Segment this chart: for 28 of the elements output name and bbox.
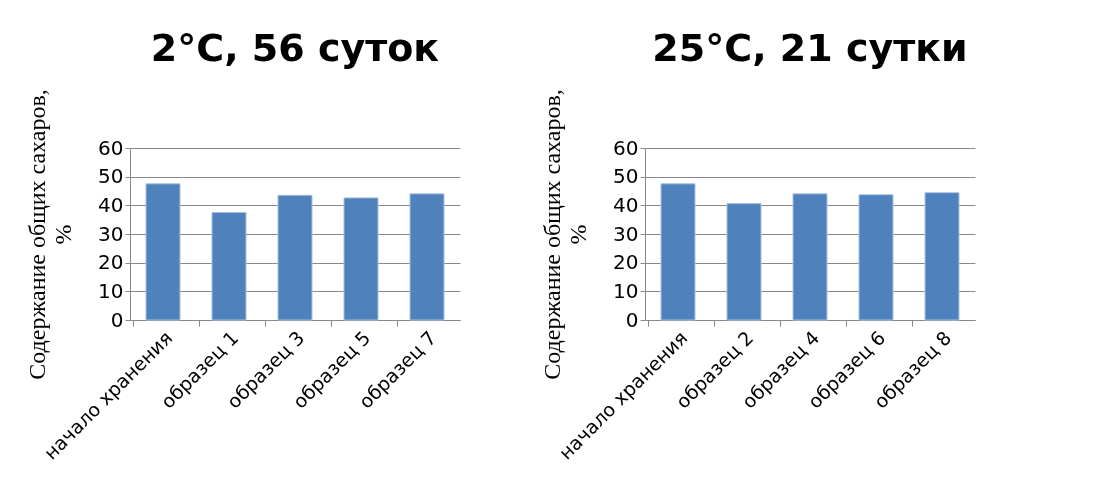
y-tick-label: 20 <box>98 250 124 275</box>
y-axis-title: Содержание общих сахаров, % <box>539 89 592 380</box>
y-tick-label: 60 <box>613 135 639 160</box>
y-tick-label: 30 <box>613 221 639 246</box>
bar <box>343 197 379 321</box>
chart-title: 2°C, 56 суток <box>150 25 440 70</box>
y-tick-label: 40 <box>98 192 124 217</box>
bar <box>726 203 762 321</box>
bar <box>277 194 313 321</box>
y-tick-label: 60 <box>98 135 124 160</box>
bar <box>858 194 894 321</box>
bar <box>145 183 181 321</box>
chart-title: 25°C, 21 сутки <box>652 25 968 70</box>
y-tick-label: 20 <box>613 250 639 275</box>
y-tick-label: 10 <box>98 278 124 303</box>
bar <box>924 192 960 321</box>
y-tick-label: 50 <box>98 164 124 189</box>
bar <box>660 183 696 321</box>
y-tick-label: 40 <box>613 192 639 217</box>
y-tick-label: 50 <box>613 164 639 189</box>
bar <box>409 193 445 321</box>
y-tick-label: 0 <box>625 307 639 332</box>
y-tick-label: 0 <box>110 307 124 332</box>
y-axis-title: Содержание общих сахаров, % <box>24 89 77 380</box>
y-tick-label: 10 <box>613 278 639 303</box>
bar <box>792 193 828 321</box>
bar <box>211 212 247 321</box>
y-tick-label: 30 <box>98 221 124 246</box>
